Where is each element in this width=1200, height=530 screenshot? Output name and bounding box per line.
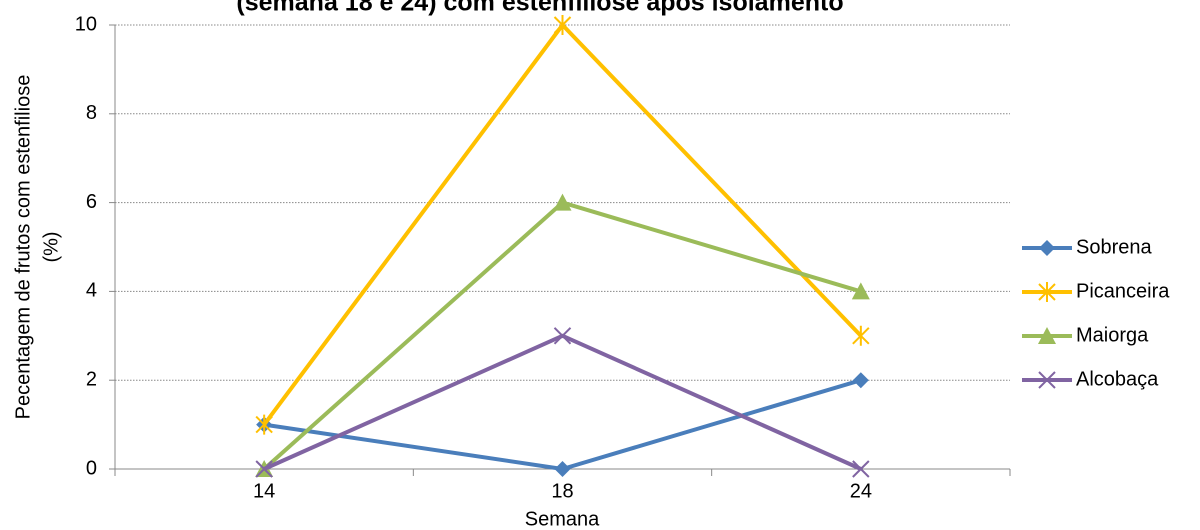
marker <box>851 282 870 300</box>
y-axis-label: Pecentagem de frutos com estenfiliose <box>12 75 34 420</box>
legend-label: Alcobaça <box>1076 368 1159 390</box>
marker <box>554 461 571 477</box>
series-line <box>263 378 862 471</box>
marker <box>553 327 572 345</box>
marker <box>553 193 572 211</box>
marker <box>1038 327 1056 344</box>
marker <box>255 414 273 435</box>
y-tick-label: 10 <box>75 13 97 35</box>
x-tick-label: 14 <box>253 480 275 502</box>
legend-label: Maiorga <box>1076 324 1149 346</box>
y-tick-label: 6 <box>86 191 97 213</box>
x-tick-label: 24 <box>850 480 872 502</box>
marker <box>852 460 870 478</box>
y-axis-label: (%) <box>40 231 62 262</box>
series-line <box>262 23 863 426</box>
marker <box>553 15 572 35</box>
marker <box>1038 282 1056 302</box>
y-tick-label: 8 <box>86 102 97 124</box>
marker <box>1039 240 1055 256</box>
y-tick-label: 4 <box>86 280 97 302</box>
x-axis-label: Semana <box>525 508 600 530</box>
y-tick-label: 0 <box>86 457 97 479</box>
x-tick-label: 18 <box>551 480 573 502</box>
series-line <box>263 333 862 471</box>
marker <box>852 325 870 346</box>
y-tick-label: 2 <box>86 368 97 390</box>
legend-label: Sobrena <box>1076 236 1152 258</box>
chart-title: (semana 18 e 24) com estenfiliose após i… <box>236 0 843 17</box>
legend-label: Picanceira <box>1076 280 1170 302</box>
marker <box>255 460 273 478</box>
marker <box>852 372 869 389</box>
marker <box>1038 371 1056 389</box>
